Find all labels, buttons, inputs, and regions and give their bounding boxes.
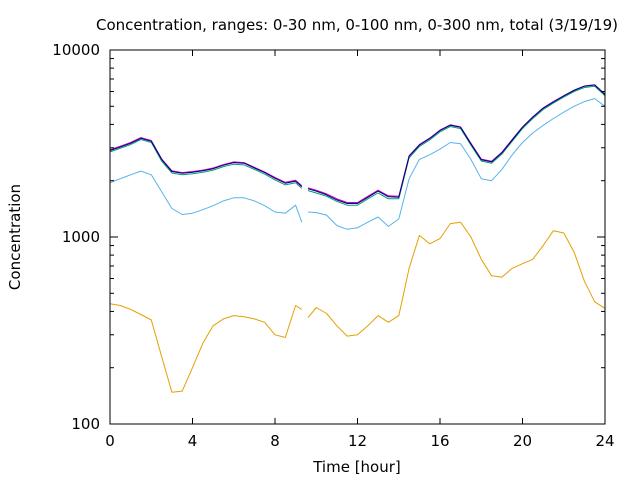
series-line-5 — [109, 84, 606, 204]
tick-layer: 0 4 8 12 16 20 24 100 1000 10000 — [52, 41, 614, 450]
x-tick-label: 12 — [348, 432, 367, 450]
x-tick-label: 16 — [430, 432, 449, 450]
series-line-4 — [109, 84, 606, 203]
x-axis-label: Time [hour] — [312, 458, 401, 476]
series-layer — [109, 84, 606, 393]
x-tick-label: 4 — [188, 432, 198, 450]
chart-title: Concentration, ranges: 0-30 nm, 0-100 nm… — [96, 16, 618, 34]
x-tick-label: 0 — [105, 432, 115, 450]
y-axis-label: Concentration — [6, 184, 24, 290]
y-tick-label: 10000 — [52, 41, 100, 59]
y-tick-label: 100 — [71, 415, 100, 433]
x-tick-label: 8 — [270, 432, 280, 450]
series-line-1 — [109, 221, 606, 393]
x-tick-label: 20 — [513, 432, 532, 450]
y-tick-label: 1000 — [62, 228, 100, 246]
plot-frame — [109, 49, 606, 425]
series-line-3 — [109, 85, 606, 206]
series-line-2 — [109, 98, 606, 230]
x-tick-label: 24 — [595, 432, 614, 450]
